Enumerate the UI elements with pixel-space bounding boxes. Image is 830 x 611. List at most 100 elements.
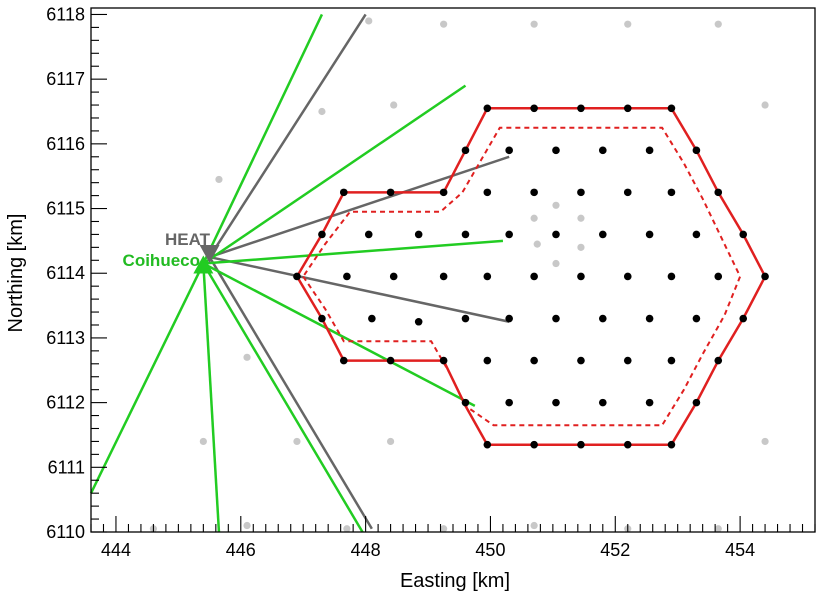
array-station-point [645, 398, 654, 407]
array-station-point [714, 272, 723, 281]
coihueco-fov-line [202, 13, 324, 265]
background-station-point [552, 201, 560, 209]
x-tick-label: 452 [600, 540, 630, 560]
x-tick-label: 444 [101, 540, 131, 560]
heat-fov-line [209, 255, 510, 323]
y-tick-label: 6114 [46, 263, 85, 283]
background-station-point [243, 353, 251, 361]
y-tick-label: 6110 [46, 522, 85, 542]
coihueco-station-marker [193, 255, 214, 274]
x-axis-label: Easting [km] [400, 570, 510, 592]
array-station-point [645, 146, 654, 155]
array-station-point [598, 230, 607, 239]
x-tick-label: 450 [475, 540, 505, 560]
background-station-point [215, 175, 223, 184]
coihueco-fov-line [202, 262, 476, 407]
array-station-point [623, 272, 632, 281]
array-station-point [530, 440, 538, 449]
array-station-point [598, 146, 607, 155]
background-station-point [386, 437, 395, 446]
x-tick-label: 446 [226, 540, 256, 560]
background-station-point [624, 20, 632, 28]
array-station-point [439, 272, 448, 281]
y-tick-label: 6112 [46, 393, 85, 413]
coihueco-label: Coihueco [123, 251, 200, 270]
background-station-point [714, 20, 722, 28]
array-station-point [552, 146, 560, 155]
background-station-point [552, 259, 560, 268]
array-station-point [530, 272, 538, 281]
background-station-point [530, 20, 538, 28]
array-station-point [761, 272, 769, 281]
array-station-point [505, 398, 513, 407]
array-station-point [414, 230, 423, 239]
background-station-point [365, 17, 373, 25]
array-station-point [505, 230, 513, 239]
background-station-point [243, 521, 251, 530]
array-station-point [461, 398, 470, 407]
array-station-point [623, 104, 632, 113]
x-tick-label: 454 [725, 540, 755, 560]
array-station-point [577, 440, 585, 449]
array-station-point [530, 104, 538, 113]
array-station-point [368, 314, 376, 323]
coihueco-fov-line [202, 84, 467, 265]
coihueco-fov-line [202, 263, 221, 533]
array-station-point [645, 314, 654, 323]
array-station-point [692, 314, 701, 323]
background-station-point [390, 101, 398, 109]
background-station-point [533, 240, 541, 248]
background-station-point [761, 437, 769, 446]
array-station-point [530, 356, 538, 365]
background-station-point [440, 20, 448, 28]
array-station-point [461, 146, 470, 155]
array-station-point [386, 188, 395, 197]
array-station-point [505, 146, 513, 155]
array-station-point [714, 356, 723, 365]
array-station-point [714, 188, 723, 197]
array-station-point [667, 272, 676, 281]
array-station-point [645, 230, 654, 239]
array-station-point [483, 188, 492, 197]
array-station-point [483, 104, 492, 113]
array-station-point [389, 272, 398, 281]
array-station-point [577, 356, 585, 365]
array-station-point [667, 356, 676, 365]
y-axis-label: Northing [km] [5, 214, 27, 333]
y-tick-label: 6111 [48, 457, 85, 477]
background-station-point [318, 107, 326, 116]
array-station-point [483, 356, 492, 365]
array-station-point [439, 188, 448, 197]
background-station-point [293, 437, 301, 446]
array-station-point [739, 230, 748, 239]
array-station-point [577, 188, 585, 197]
array-station-point [623, 188, 632, 197]
background-station-point [577, 214, 585, 222]
array-station-point [343, 272, 351, 281]
array-station-point [577, 104, 585, 113]
x-tick-label: 448 [351, 540, 381, 560]
array-station-point [318, 230, 326, 239]
array-station-point [386, 356, 395, 365]
array-station-point [530, 188, 538, 197]
background-station-point [577, 243, 585, 251]
heat-fov-line [208, 256, 373, 530]
background-station-point [343, 525, 351, 533]
array-station-point [439, 356, 448, 365]
array-station-point [414, 317, 423, 326]
array-station-point [339, 188, 348, 197]
array-station-point [598, 314, 607, 323]
y-tick-label: 6113 [46, 328, 85, 348]
array-station-point [339, 356, 348, 365]
array-station-point [461, 314, 470, 323]
background-station-point [761, 101, 769, 109]
array-station-point [739, 314, 748, 323]
array-station-point [505, 314, 513, 323]
background-station-point [530, 214, 538, 222]
array-station-point [552, 314, 560, 323]
array-station-point [623, 356, 632, 365]
array-station-point [667, 440, 676, 449]
heat-fov-line [209, 155, 510, 259]
